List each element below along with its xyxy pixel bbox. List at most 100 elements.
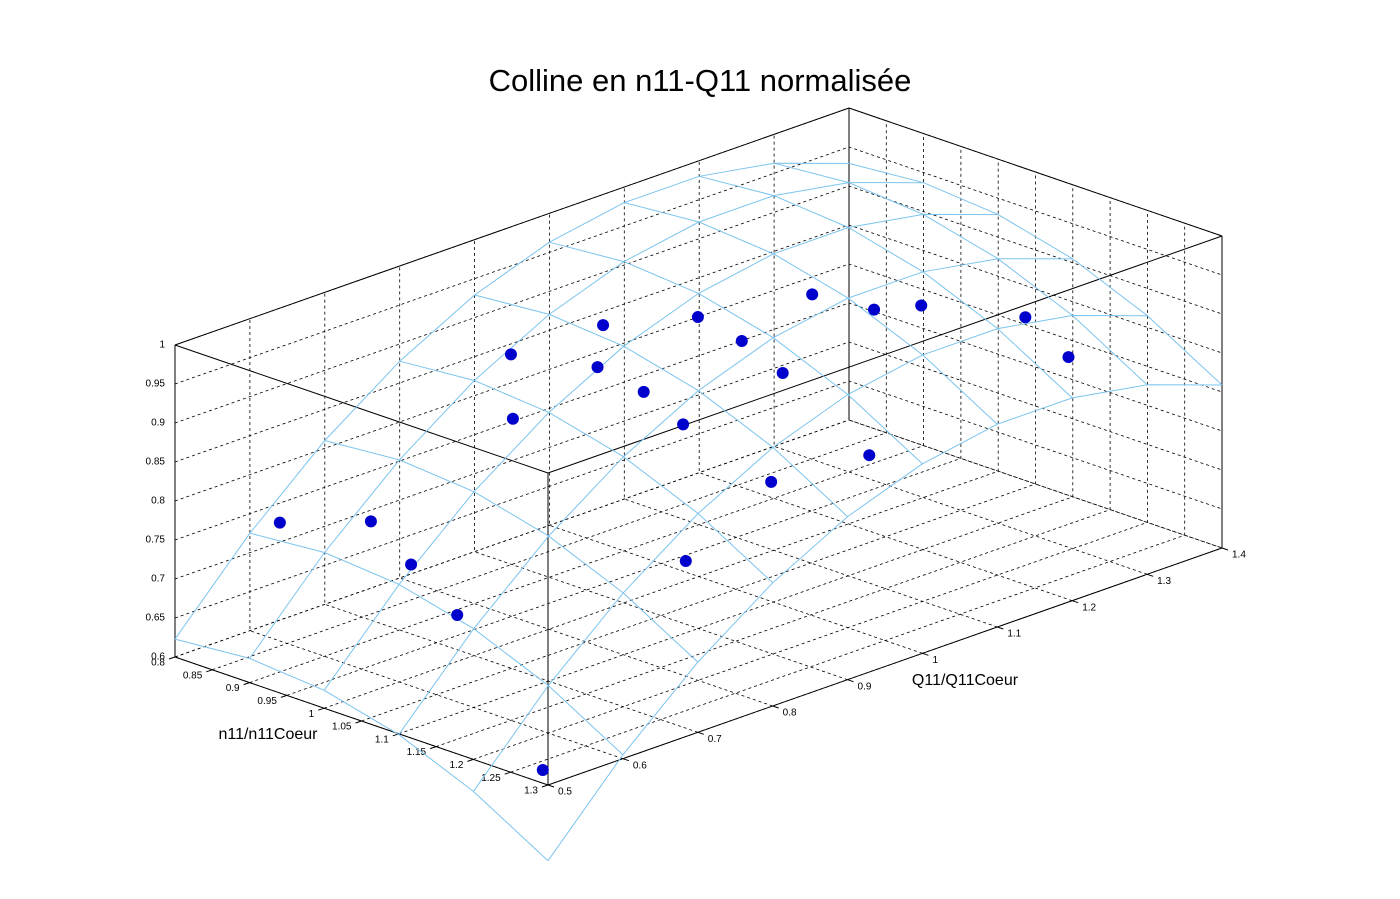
grid-line [398,184,1074,735]
z-tick-label: 0.8 [151,496,165,507]
box-edge [848,107,1223,237]
data-point [536,763,549,776]
data-point [1062,351,1075,364]
grid-line [212,120,887,671]
y-tick-label: 1.05 [332,722,352,733]
y-tick [355,720,362,724]
grid-line [473,210,1148,760]
data-point [863,449,876,462]
x-tick-label: 0.8 [783,708,797,719]
z-tick-label: 0.9 [151,418,165,429]
data-point [637,385,650,398]
surface-line [174,638,549,862]
grid-line [399,266,773,707]
data-point [806,288,819,301]
surface-line [547,384,1223,861]
x-tick-label: 0.9 [858,681,872,692]
surface-line [249,532,624,756]
surface-line [549,241,923,465]
x-axis-label: Q11/Q11Coeur [912,672,1019,689]
grid-line [773,134,1148,575]
grid-line [249,318,624,760]
data-point [597,319,610,332]
surface-line [848,162,1223,386]
grid-line [249,133,924,683]
surface-line [399,360,774,584]
surface-line [472,314,1148,792]
data-point [364,515,377,528]
surface-line [699,175,1073,399]
z-tick-label: 0.75 [146,535,166,546]
y-tick-label: 0.95 [257,696,277,707]
box-edge [547,235,1223,474]
data-point [691,311,704,324]
grid-line [361,172,1036,722]
x-tick [622,758,630,762]
x-tick [1221,547,1229,551]
y-tick-label: 1 [309,709,315,720]
grid-line [549,213,923,654]
y-tick [206,669,213,673]
surface-line [324,440,699,663]
z-tick-label: 0.65 [146,613,166,624]
grid-line [698,160,1073,602]
x-tick-label: 0.5 [558,787,572,798]
y-tick-label: 1.15 [407,747,427,758]
grid-line [474,239,848,681]
x-tick-label: 1 [932,655,938,666]
z-tick-label: 0.85 [146,457,166,468]
x-tick [922,652,929,656]
x-tick [697,731,704,735]
y-tick [168,656,176,660]
data-point [677,418,690,431]
y-axis-label: n11/n11Coeur [218,726,318,743]
chart-title: Colline en n11-Q11 normalisée [489,63,912,98]
y-tick-label: 1.3 [524,786,538,797]
surface-line [398,258,1073,735]
x-tick-label: 1.3 [1157,576,1171,587]
y-tick [243,682,250,686]
x-tick-label: 0.7 [708,734,722,745]
x-tick [547,784,555,788]
data-point [776,366,789,379]
data-point [679,555,692,568]
y-tick-label: 0.85 [183,670,203,681]
data-point [735,334,748,347]
y-tick [429,746,437,750]
y-tick [318,707,325,711]
box-edge [547,547,1223,786]
data-point [868,303,881,316]
surface-line [323,213,999,691]
data-point [504,348,517,361]
x-tick [847,679,854,683]
x-tick [997,626,1004,630]
surface-line [249,182,924,659]
grid-line [435,197,1111,747]
y-tick [280,694,288,698]
surface-line [624,202,998,425]
data-point [765,475,778,488]
y-tick-label: 0.9 [226,683,240,694]
surface-line [174,162,850,640]
x-tick-label: 1.1 [1007,629,1021,640]
z-tick-label: 0.7 [151,574,165,585]
x-tick-label: 1.2 [1082,602,1096,613]
x-tick [1072,600,1079,604]
grid-line [286,146,962,696]
y-tick [467,758,474,762]
y-tick-label: 0.8 [151,658,165,669]
z-tick-label: 0.6 [151,652,165,663]
data-point [405,558,418,571]
data-point [915,299,928,312]
y-tick-label: 1.1 [375,734,389,745]
z-tick-label: 0.95 [146,379,166,390]
y-tick-label: 1.25 [481,773,501,784]
box-edge [174,107,850,346]
data-point [273,516,286,529]
y-tick [504,771,511,775]
data-point [451,608,464,621]
data-point [1019,311,1032,324]
data-point [591,361,604,374]
